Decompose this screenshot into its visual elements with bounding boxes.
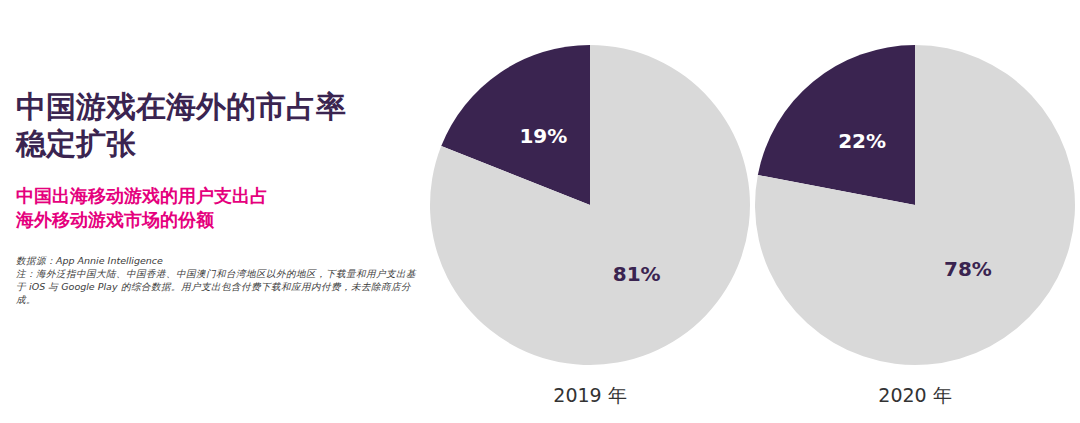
- html-text:中国游戏在海外的市占率: 中国游戏在海外的市占率: [16, 89, 346, 124]
- html-text:中国出海移动游戏的用户支出占: 中国出海移动游戏的用户支出占: [16, 185, 268, 206]
- html-text:注：海外泛指中国大陆、中国香港、中国澳门和台湾地区以外的地区: 注：海外泛指中国大陆、中国香港、中国澳门和台湾地区以外的地区，下载量和用户支出基…: [16, 268, 416, 305]
- html-text:数据源：App Annie Intelligence: 数据源：App Annie Intelligence: [16, 255, 163, 266]
- svg-text:22%: 22%: [838, 129, 886, 153]
- svg-text:2020 年: 2020 年: [878, 384, 951, 406]
- svg-text:81%: 81%: [613, 262, 661, 286]
- html-text:稳定扩张: 稳定扩张: [16, 126, 136, 161]
- html-text:海外移动游戏市场的份额: 海外移动游戏市场的份额: [16, 209, 214, 230]
- svg-text:19%: 19%: [519, 124, 567, 148]
- svg-text:2019 年: 2019 年: [553, 384, 626, 406]
- svg-text:78%: 78%: [944, 257, 992, 281]
